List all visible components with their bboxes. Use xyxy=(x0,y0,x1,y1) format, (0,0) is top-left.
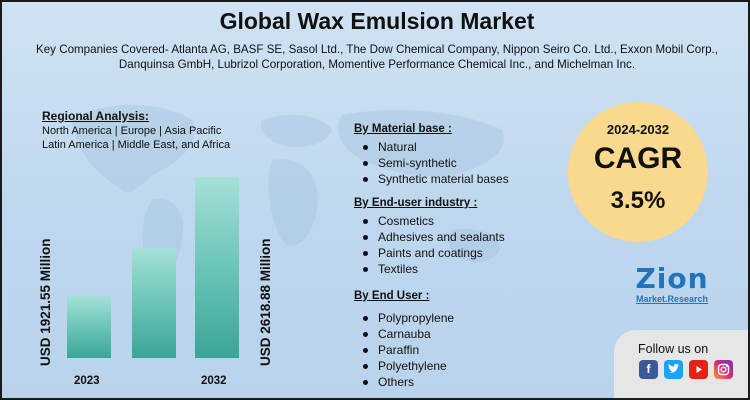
list-item: Cosmetics xyxy=(354,213,574,229)
key-companies-text: Key Companies Covered- Atlanta AG, BASF … xyxy=(36,43,718,71)
bar-2023 xyxy=(67,296,111,358)
logo-subtitle: Market.Research xyxy=(635,294,709,304)
list-item: Semi-synthetic xyxy=(354,155,574,171)
instagram-icon[interactable] xyxy=(714,360,733,379)
list-item: Natural xyxy=(354,139,574,155)
list-item: Carnauba xyxy=(354,326,574,342)
zion-logo: Zion Market.Research xyxy=(632,264,712,310)
segment-end-user: By End User : Polypropylene Carnauba Par… xyxy=(354,290,574,390)
segment-end-user-industry: By End-user industry : Cosmetics Adhesiv… xyxy=(354,197,574,277)
youtube-icon[interactable] xyxy=(689,360,708,379)
bar-label-2032: USD 2618.88 Million xyxy=(258,238,273,366)
cagr-value: 3.5% xyxy=(610,187,666,214)
regional-line-1: North America | Europe | Asia Pacific xyxy=(42,125,222,137)
bar-label-2023: USD 1921.55 Million xyxy=(38,238,53,366)
list-item: Polyethylene xyxy=(354,358,574,374)
bar-2032 xyxy=(195,177,239,358)
regional-analysis-heading: Regional Analysis: xyxy=(42,109,149,123)
facebook-icon[interactable]: f xyxy=(639,360,658,379)
list-item: Synthetic material bases xyxy=(354,171,574,187)
page-title: Global Wax Emulsion Market xyxy=(219,8,535,34)
bar-middle xyxy=(132,248,176,358)
world-map-background xyxy=(72,105,504,283)
list-item: Textiles xyxy=(354,261,574,277)
twitter-icon[interactable] xyxy=(664,360,683,379)
year-label-2023: 2023 xyxy=(74,375,100,387)
follow-us-text: Follow us on xyxy=(638,342,709,356)
segment-material-base: By Material base : Natural Semi-syntheti… xyxy=(354,123,574,187)
regional-line-2: Latin America | Middle East, and Africa xyxy=(42,139,231,151)
regional-analysis: Regional Analysis: North America | Europ… xyxy=(42,109,342,152)
segment-heading-material: By Material base : xyxy=(354,123,452,135)
segment-heading-industry: By End-user industry : xyxy=(354,197,478,209)
list-item: Paraffin xyxy=(354,342,574,358)
list-item: Adhesives and sealants xyxy=(354,229,574,245)
cagr-period: 2024-2032 xyxy=(606,122,670,137)
cagr-label: CAGR xyxy=(593,142,683,175)
logo-name: Zion xyxy=(635,262,709,295)
cagr-circle xyxy=(568,102,708,242)
segment-heading-end-user: By End User : xyxy=(354,290,430,302)
list-item: Polypropylene xyxy=(354,310,574,326)
list-item: Others xyxy=(354,374,574,390)
year-label-2032: 2032 xyxy=(201,375,227,387)
list-item: Paints and coatings xyxy=(354,245,574,261)
